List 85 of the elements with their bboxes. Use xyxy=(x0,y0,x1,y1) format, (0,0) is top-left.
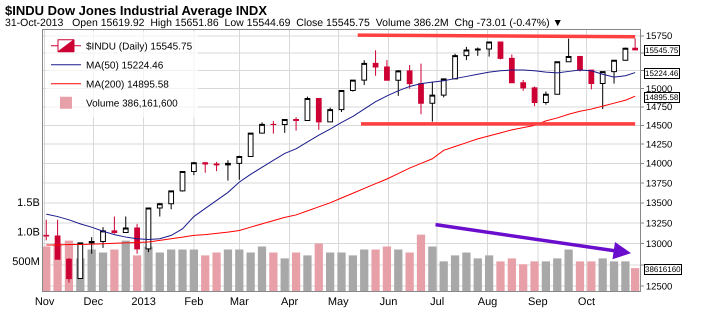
x-tick-label: Oct xyxy=(578,296,596,308)
y-tick-label: 15000 xyxy=(646,84,672,95)
candlestick xyxy=(236,155,242,180)
text: 15545.75 xyxy=(645,46,679,55)
candlestick xyxy=(180,171,186,192)
candlestick xyxy=(474,47,481,56)
chart-title: $INDU Dow Jones Industrial Average INDX xyxy=(5,3,268,18)
candlestick xyxy=(554,61,560,95)
candlestick xyxy=(156,202,163,218)
legend-label: MA(50) 15224.46 xyxy=(86,60,164,72)
candlestick xyxy=(282,118,288,134)
candlestick xyxy=(259,122,265,134)
x-tick-label: Sep xyxy=(528,296,548,308)
y-tick-label: 15750 xyxy=(646,31,672,42)
line-series xyxy=(46,70,636,240)
candlestick xyxy=(566,38,572,63)
y-tick-label: 12500 xyxy=(646,282,672,293)
candlestick xyxy=(543,91,549,106)
candlestick xyxy=(532,86,538,107)
y-tick-label: 14500 xyxy=(646,120,672,132)
candlestick xyxy=(134,223,140,254)
y-tick-label: 14000 xyxy=(646,158,672,170)
candlestick xyxy=(520,80,526,92)
candlestick xyxy=(611,60,617,84)
candlestick xyxy=(202,161,208,174)
y-tick-label: 13250 xyxy=(646,218,672,230)
candlestick xyxy=(190,161,197,176)
candlestick xyxy=(508,54,515,84)
y-tick-label: 14750 xyxy=(646,102,672,114)
y-tick-label: 14250 xyxy=(646,140,672,151)
x-tick-label: 2013 xyxy=(131,296,156,308)
y-tick-label: 13000 xyxy=(646,239,672,250)
legend-label: MA(200) 14895.58 xyxy=(86,80,170,91)
candlestick xyxy=(43,219,50,241)
candlestick xyxy=(338,90,344,113)
candlestick xyxy=(464,46,470,61)
candlestick xyxy=(316,98,322,130)
x-tick-label: Mar xyxy=(230,296,250,308)
text: 38616160 xyxy=(645,265,682,274)
x-tick-label: Feb xyxy=(184,296,204,308)
y2-tick-label: 500M xyxy=(12,256,40,268)
candlestick xyxy=(372,50,378,76)
candlestick xyxy=(588,70,594,90)
chart-subtitle: 31-Oct-2013 Open 15619.92 High 15651.86 Low 15544.69 Close 15545.75 Volume 386.2M Chg -73.01 (-0.47%) ▼ xyxy=(5,17,563,29)
candlestick xyxy=(406,64,413,90)
candlestick xyxy=(418,63,424,115)
candlestick xyxy=(122,216,129,234)
x-tick-label: Apr xyxy=(281,296,298,308)
x-tick-label: Aug xyxy=(478,296,498,308)
candlestick xyxy=(486,41,492,58)
line-series xyxy=(46,96,636,246)
text: 14895.58 xyxy=(645,93,679,102)
x-tick-label: Jun xyxy=(380,296,398,308)
candlestick xyxy=(577,55,583,72)
candlestick xyxy=(327,107,334,123)
y-tick-label: 13750 xyxy=(646,178,672,190)
candlestick xyxy=(100,226,106,248)
candlestick xyxy=(214,161,220,172)
candlestick xyxy=(452,53,458,80)
candlestick xyxy=(112,216,118,234)
candlestick xyxy=(622,47,628,62)
y-tick-label: 13500 xyxy=(646,198,672,210)
candlestick xyxy=(384,60,390,82)
candlestick xyxy=(395,70,402,96)
legend-label: Volume 386,161,600 xyxy=(86,98,178,110)
candlestick xyxy=(304,96,310,122)
y2-tick-label: 1.0B xyxy=(17,226,40,239)
y2-tick-label: 1.5B xyxy=(17,196,40,209)
candlestick xyxy=(225,160,231,182)
candlestick xyxy=(168,190,174,210)
text: 15224.46 xyxy=(645,69,679,78)
legend-label: $INDU (Daily) 15545.75 xyxy=(86,42,193,53)
candlestick xyxy=(632,38,638,51)
candlestick xyxy=(270,120,276,134)
x-tick-label: Dec xyxy=(84,296,104,308)
candlestick xyxy=(600,70,606,110)
candlestick xyxy=(429,80,436,122)
candlestick xyxy=(293,116,299,132)
x-tick-label: Nov xyxy=(34,296,55,308)
candlestick xyxy=(350,80,356,92)
candlestick xyxy=(498,41,504,60)
candlestick xyxy=(248,132,254,157)
x-tick-label: May xyxy=(328,296,350,308)
x-tick-label: Jul xyxy=(430,296,444,308)
candlestick xyxy=(361,60,368,86)
